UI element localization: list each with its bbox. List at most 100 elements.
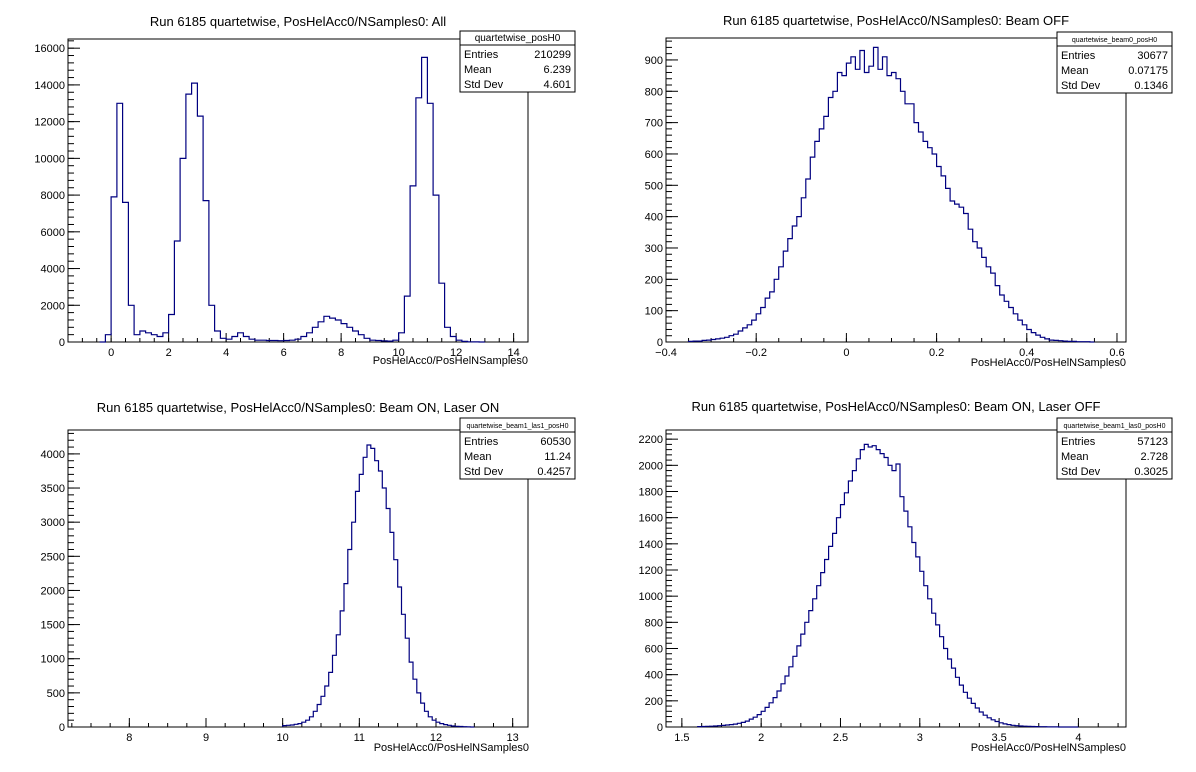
plot-title-all: Run 6185 quartetwise, PosHelAcc0/NSample… <box>150 14 446 29</box>
plot-title-beam-off: Run 6185 quartetwise, PosHelAcc0/NSample… <box>723 13 1069 28</box>
y-tick-label: 0 <box>657 337 663 349</box>
y-tick-label: 600 <box>645 643 663 655</box>
stats-label: Entries <box>464 436 499 448</box>
x-tick-label: 4 <box>223 347 229 359</box>
y-tick-label: 500 <box>645 180 663 192</box>
stats-value: 210299 <box>534 49 571 61</box>
stats-label: Std Dev <box>1061 466 1101 478</box>
stats-label: Entries <box>464 49 499 61</box>
x-tick-label: −0.4 <box>655 347 677 359</box>
y-tick-label: 700 <box>645 118 663 130</box>
plot-frame <box>665 429 1127 728</box>
x-tick-label: 0 <box>843 347 849 359</box>
stats-label: Mean <box>1061 451 1089 463</box>
y-tick-label: 200 <box>645 696 663 708</box>
x-tick-label: 10 <box>277 732 289 744</box>
stats-name: quartetwise_beam0_posH0 <box>1072 37 1157 44</box>
histogram-line <box>687 46 1095 343</box>
y-tick-label: 2200 <box>639 434 663 446</box>
x-tick-label: 8 <box>338 347 344 359</box>
y-tick-label: 4000 <box>41 264 65 276</box>
x-tick-label: 3 <box>917 732 923 744</box>
stats-value: 30677 <box>1137 50 1168 62</box>
x-tick-label: 4 <box>1075 732 1081 744</box>
plot-frame <box>67 429 529 728</box>
y-tick-label: 0 <box>59 722 65 734</box>
y-tick-label: 4000 <box>41 449 65 461</box>
stats-value: 57123 <box>1137 436 1168 448</box>
stats-value: 6.239 <box>543 64 571 76</box>
y-tick-label: 2000 <box>41 300 65 312</box>
stats-value: 2.728 <box>1140 451 1168 463</box>
y-tick-label: 10000 <box>34 153 65 165</box>
histogram-line <box>282 444 475 728</box>
plot-title-laser-off: Run 6185 quartetwise, PosHelAcc0/NSample… <box>692 399 1101 414</box>
x-tick-label: 1.5 <box>674 732 689 744</box>
stats-label: Mean <box>1061 65 1089 77</box>
stats-value: 0.3025 <box>1134 466 1168 478</box>
stats-label: Std Dev <box>464 79 504 91</box>
x-tick-label: 0.2 <box>929 347 944 359</box>
y-tick-label: 2500 <box>41 551 65 563</box>
y-tick-label: 1000 <box>639 591 663 603</box>
x-tick-label: −0.2 <box>745 347 767 359</box>
pad-laser-off: Run 6185 quartetwise, PosHelAcc0/NSample… <box>639 399 1173 754</box>
histogram-beam-off: −0.4 −0.2 0 0.2 0.4 0.6 0 100 200 300 400 500 600 700… <box>645 31 1173 359</box>
xlabel-laser-off: PosHelAcc0/PosHelNSamples0 <box>971 742 1126 754</box>
y-tick-label: 800 <box>645 617 663 629</box>
pad-beam-off: Run 6185 quartetwise, PosHelAcc0/NSample… <box>645 13 1173 369</box>
x-tick-label: 6 <box>281 347 287 359</box>
stats-value: 4.601 <box>543 79 571 91</box>
histogram-all: 0 2 4 6 8 10 12 14 0 2000 4000 6000 8000 10000 12000 14… <box>34 30 576 359</box>
stats-value: 0.07175 <box>1128 65 1168 77</box>
stats-value: 11.24 <box>544 451 571 463</box>
y-tick-label: 2000 <box>41 585 65 597</box>
pad-laser-on: Run 6185 quartetwise, PosHelAcc0/NSample… <box>41 400 576 754</box>
y-tick-label: 600 <box>645 149 663 161</box>
y-tick-label: 3000 <box>41 517 65 529</box>
x-tick-label: 9 <box>203 732 209 744</box>
y-tick-label: 3500 <box>41 483 65 495</box>
pad-all: Run 6185 quartetwise, PosHelAcc0/NSample… <box>34 14 576 367</box>
y-tick-label: 100 <box>645 306 663 318</box>
y-tick-label: 8000 <box>41 190 65 202</box>
x-tick-label: 2.5 <box>833 732 848 744</box>
x-tick-label: 2 <box>166 347 172 359</box>
stats-label: Mean <box>464 451 492 463</box>
stats-label: Std Dev <box>1061 80 1101 92</box>
histogram-laser-on: 8 9 10 11 12 13 0 500 1000 1500 2000 2500 3000 3500 40… <box>41 417 576 744</box>
plot-title-laser-on: Run 6185 quartetwise, PosHelAcc0/NSample… <box>97 400 499 415</box>
plot-frame <box>665 37 1127 343</box>
y-tick-label: 900 <box>645 55 663 67</box>
y-tick-label: 1000 <box>41 654 65 666</box>
stats-box <box>1056 31 1173 94</box>
y-tick-label: 400 <box>645 670 663 682</box>
stats-value: 0.1346 <box>1134 80 1168 92</box>
y-tick-label: 300 <box>645 243 663 255</box>
y-tick-label: 200 <box>645 274 663 286</box>
y-tick-label: 6000 <box>41 227 65 239</box>
stats-value: 0.4257 <box>537 466 571 478</box>
stats-box <box>459 30 576 93</box>
y-tick-label: 1400 <box>639 539 663 551</box>
stats-name: quartetwise_beam1_las1_posH0 <box>467 423 569 430</box>
x-tick-label: 0.6 <box>1109 347 1124 359</box>
stats-box <box>459 417 576 480</box>
y-tick-label: 1800 <box>639 486 663 498</box>
x-tick-label: 11 <box>354 732 365 744</box>
histogram-laser-off: 1.5 2 2.5 3 3.5 4 0 200 400 600 800 1000 1200 1400 160… <box>639 417 1173 744</box>
x-tick-label: 8 <box>126 732 132 744</box>
x-tick-label: 0 <box>108 347 114 359</box>
x-tick-label: 3.5 <box>991 732 1006 744</box>
y-tick-label: 2000 <box>639 460 663 472</box>
x-tick-label: 2 <box>758 732 764 744</box>
stats-box <box>1056 417 1173 480</box>
stats-label: Entries <box>1061 436 1096 448</box>
histogram-line <box>99 56 485 343</box>
y-tick-label: 500 <box>47 688 65 700</box>
y-tick-label: 400 <box>645 212 663 224</box>
plot-frame <box>67 38 529 343</box>
stats-label: Entries <box>1061 50 1096 62</box>
x-tick-label: 12 <box>450 347 462 359</box>
y-tick-label: 1200 <box>639 565 663 577</box>
